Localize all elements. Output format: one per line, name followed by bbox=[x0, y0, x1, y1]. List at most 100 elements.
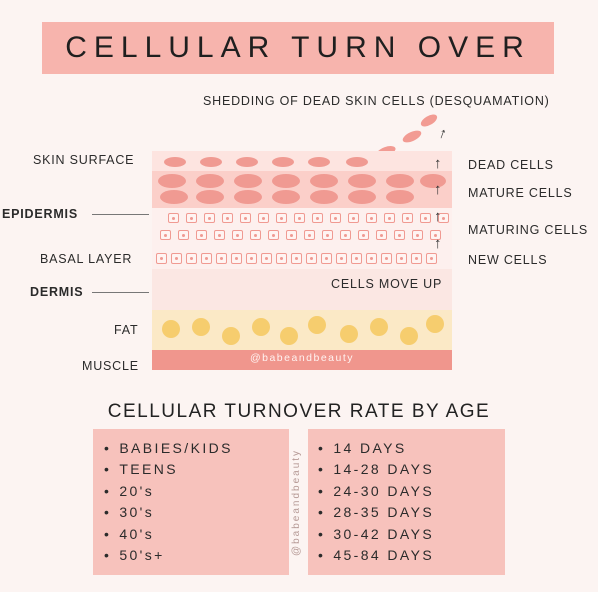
mature-cell bbox=[196, 190, 224, 204]
mature-cell bbox=[348, 190, 376, 204]
days-list: 14 DAYS 14-28 DAYS 24-30 DAYS 28-35 DAYS… bbox=[318, 438, 434, 566]
mature-cell bbox=[272, 190, 300, 204]
fat-label: FAT bbox=[114, 323, 139, 337]
fat-cell bbox=[252, 318, 270, 336]
up-arrow-icon: ↑ bbox=[434, 208, 442, 225]
mature-cell bbox=[160, 190, 188, 204]
maturing-cell bbox=[322, 230, 333, 240]
age-item: 40's bbox=[104, 524, 233, 545]
new-cell bbox=[261, 253, 272, 264]
dead-cell bbox=[346, 157, 368, 167]
maturing-cell bbox=[168, 213, 179, 223]
maturing-cell bbox=[250, 230, 261, 240]
maturing-cell bbox=[420, 213, 431, 223]
age-list: BABIES/KIDS TEENS 20's 30's 40's 50's+ bbox=[104, 438, 233, 566]
fat-cell bbox=[426, 315, 444, 333]
maturing-cell bbox=[186, 213, 197, 223]
layer-watermark: @babeandbeauty bbox=[249, 352, 355, 364]
mature-cell bbox=[310, 174, 338, 188]
dead-cell bbox=[164, 157, 186, 167]
shed-cell bbox=[418, 112, 440, 129]
new-cell bbox=[321, 253, 332, 264]
mature-cell bbox=[196, 174, 224, 188]
mature-cell bbox=[158, 174, 186, 188]
maturing-cell bbox=[402, 213, 413, 223]
new-cell bbox=[351, 253, 362, 264]
maturing-cell bbox=[276, 213, 287, 223]
fat-cell bbox=[192, 318, 210, 336]
fat-cell bbox=[280, 327, 298, 345]
fat-cell bbox=[162, 320, 180, 338]
maturing-cell bbox=[348, 213, 359, 223]
mature-cell bbox=[420, 174, 446, 188]
age-item: 30's bbox=[104, 502, 233, 523]
age-item: TEENS bbox=[104, 459, 233, 480]
dead-cells-label: DEAD CELLS bbox=[468, 158, 554, 172]
epidermis-pointer bbox=[92, 214, 149, 215]
maturing-cell bbox=[268, 230, 279, 240]
maturing-cell bbox=[340, 230, 351, 240]
mature-cell bbox=[386, 190, 414, 204]
fat-cell bbox=[222, 327, 240, 345]
dead-cell bbox=[308, 157, 330, 167]
maturing-cell bbox=[214, 230, 225, 240]
maturing-cell bbox=[232, 230, 243, 240]
maturing-cell bbox=[330, 213, 341, 223]
maturing-cell bbox=[286, 230, 297, 240]
mature-cell bbox=[386, 174, 414, 188]
maturing-cell bbox=[412, 230, 423, 240]
new-cell bbox=[366, 253, 377, 264]
new-cell bbox=[291, 253, 302, 264]
new-cell bbox=[171, 253, 182, 264]
maturing-cell bbox=[222, 213, 233, 223]
maturing-cell bbox=[258, 213, 269, 223]
maturing-cell bbox=[384, 213, 395, 223]
new-cell bbox=[231, 253, 242, 264]
new-cell bbox=[306, 253, 317, 264]
shed-cell bbox=[401, 128, 423, 145]
dead-cell bbox=[272, 157, 294, 167]
muscle-label: MUSCLE bbox=[82, 359, 139, 373]
skin-surface-label: SKIN SURFACE bbox=[33, 153, 135, 167]
maturing-cell bbox=[196, 230, 207, 240]
maturing-cell bbox=[430, 230, 441, 240]
dermis-layer bbox=[152, 269, 452, 310]
new-cell bbox=[426, 253, 437, 264]
maturing-cells-label: MATURING CELLS bbox=[468, 223, 589, 237]
title-banner: CELLULAR TURN OVER bbox=[42, 22, 554, 74]
new-cells-label: NEW CELLS bbox=[468, 253, 548, 267]
days-item: 14 DAYS bbox=[318, 438, 434, 459]
fat-cell bbox=[308, 316, 326, 334]
maturing-cell bbox=[304, 230, 315, 240]
maturing-cell bbox=[376, 230, 387, 240]
dead-cell bbox=[200, 157, 222, 167]
new-cell bbox=[201, 253, 212, 264]
age-item: 50's+ bbox=[104, 545, 233, 566]
age-item: BABIES/KIDS bbox=[104, 438, 233, 459]
epidermis-label: EPIDERMIS bbox=[2, 207, 78, 221]
dead-cell bbox=[236, 157, 258, 167]
basal-layer-label: BASAL LAYER bbox=[40, 252, 133, 266]
dead-cell-row bbox=[152, 151, 452, 171]
new-cell bbox=[276, 253, 287, 264]
new-cell bbox=[186, 253, 197, 264]
mature-cell bbox=[234, 190, 262, 204]
maturing-cell bbox=[312, 213, 323, 223]
maturing-cell bbox=[358, 230, 369, 240]
up-arrow-icon: ↑ bbox=[434, 181, 442, 198]
new-cell bbox=[156, 253, 167, 264]
fat-cell bbox=[370, 318, 388, 336]
mature-cell bbox=[348, 174, 376, 188]
mature-cells-label: MATURE CELLS bbox=[468, 186, 573, 200]
maturing-cell bbox=[240, 213, 251, 223]
rate-heading: CELLULAR TURNOVER RATE BY AGE bbox=[107, 401, 491, 422]
page-title: CELLULAR TURN OVER bbox=[65, 31, 531, 64]
fat-cell bbox=[400, 327, 418, 345]
new-cell bbox=[411, 253, 422, 264]
maturing-cell bbox=[394, 230, 405, 240]
maturing-cell bbox=[366, 213, 377, 223]
shedding-label: SHEDDING OF DEAD SKIN CELLS (DESQUAMATIO… bbox=[203, 94, 550, 108]
new-cell bbox=[381, 253, 392, 264]
days-item: 45-84 DAYS bbox=[318, 545, 434, 566]
maturing-cell bbox=[160, 230, 171, 240]
